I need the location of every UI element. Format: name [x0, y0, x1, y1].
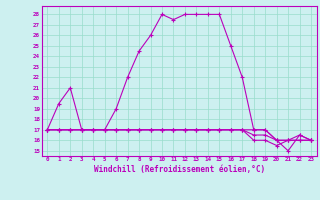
X-axis label: Windchill (Refroidissement éolien,°C): Windchill (Refroidissement éolien,°C) — [94, 165, 265, 174]
